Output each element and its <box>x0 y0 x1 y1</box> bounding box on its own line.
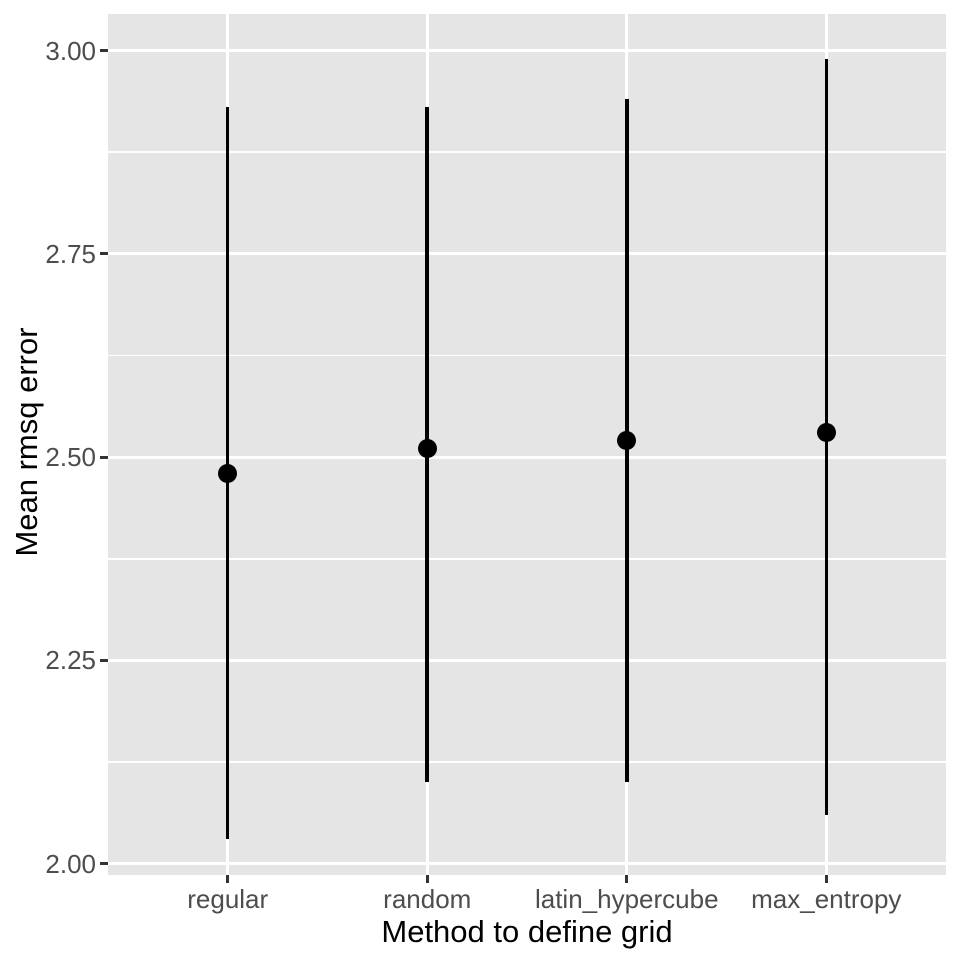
major-gridline <box>108 658 946 662</box>
point-latin_hypercube <box>617 431 637 451</box>
y-tick-label: 2.25 <box>45 645 96 676</box>
minor-gridline <box>108 354 946 357</box>
x-tick-label: latin_hypercube <box>534 884 719 914</box>
x-tick-mark <box>625 875 629 883</box>
minor-gridline <box>108 557 946 560</box>
y-tick-mark <box>100 658 108 662</box>
y-tick-mark <box>100 252 108 256</box>
major-gridline <box>108 252 946 256</box>
x-tick-label: max_entropy <box>751 884 902 914</box>
y-tick-label: 2.75 <box>45 238 96 269</box>
y-tick-label: 2.50 <box>45 442 96 473</box>
minor-gridline <box>108 761 946 763</box>
y-tick-label: 3.00 <box>45 35 96 66</box>
panel-background <box>108 14 946 875</box>
y-tick-mark <box>100 455 108 459</box>
x-axis-title: Method to define grid <box>381 914 673 949</box>
y-tick-mark <box>100 862 108 866</box>
y-tick-mark <box>100 49 108 53</box>
x-tick-label: regular <box>187 884 269 914</box>
major-gridline <box>108 862 946 866</box>
x-tick-mark <box>824 875 828 883</box>
x-tick-mark <box>425 875 429 883</box>
major-gridline <box>108 49 946 53</box>
x-tick-label: random <box>383 884 472 914</box>
point-random <box>417 439 437 459</box>
y-tick-label: 2.00 <box>45 848 96 879</box>
point-regular <box>218 463 238 483</box>
x-tick-mark <box>226 875 230 883</box>
point-max_entropy <box>816 423 836 443</box>
y-axis-title: Mean rmsq error <box>9 327 44 557</box>
minor-gridline <box>108 151 946 153</box>
major-gridline <box>108 455 946 459</box>
